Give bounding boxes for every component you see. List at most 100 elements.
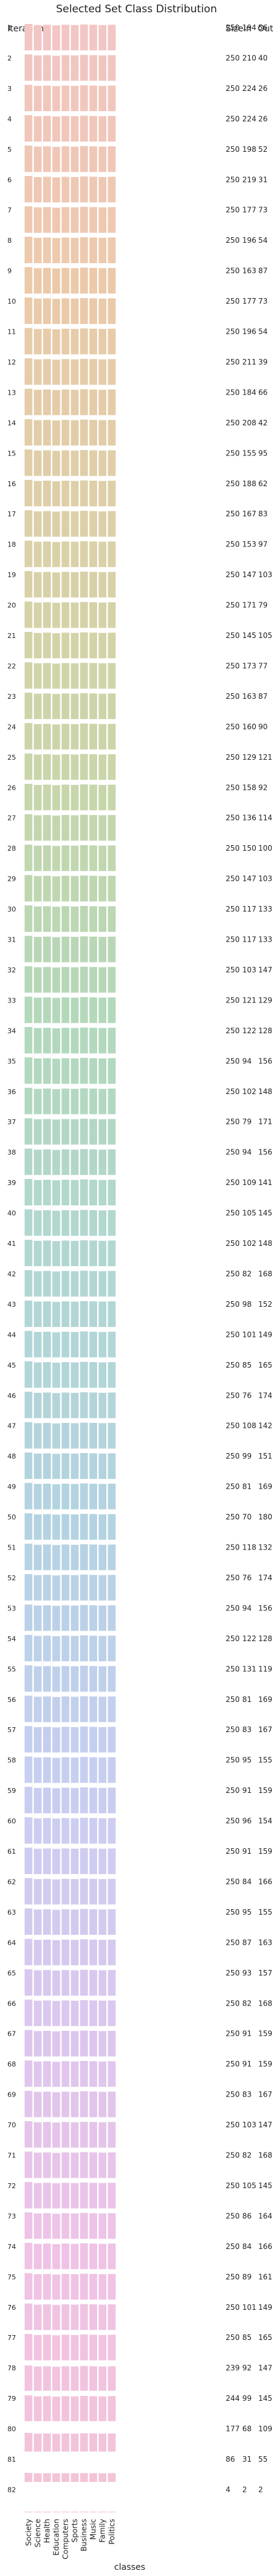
class-bar: [71, 2473, 79, 2482]
class-bar: [108, 2091, 116, 2117]
class-bar: [25, 1513, 33, 1540]
out-value: 152: [258, 1300, 272, 1309]
x-tick-labels: Society Science Health Education Computers Sp…: [24, 2519, 116, 2559]
iteration-label: 12: [7, 358, 16, 366]
class-bar: [71, 602, 79, 628]
class-bar: [25, 115, 33, 142]
size-value: 250: [226, 1634, 240, 1643]
iteration-row: 22 250 173 77: [7, 661, 267, 689]
iteration-label: 3: [7, 85, 12, 93]
iteration-row: 7 250 177 73: [7, 206, 267, 233]
class-bar: [61, 1636, 69, 1661]
class-bar: [71, 1089, 79, 1114]
class-bar: [108, 1909, 116, 1935]
class-bar: [52, 238, 60, 264]
class-bar: [89, 85, 97, 111]
out-value: 40: [258, 53, 267, 62]
class-bar: [61, 2091, 69, 2117]
class-bar: [80, 2030, 88, 2057]
in-value: 153: [242, 540, 256, 549]
out-value: 119: [258, 1664, 272, 1673]
class-bar: [25, 267, 33, 294]
x-tick-label: Sports: [71, 2519, 79, 2542]
in-value: 101: [242, 1330, 256, 1339]
class-bar: [61, 2030, 69, 2057]
class-bar: [71, 2243, 79, 2269]
class-bar: [61, 1544, 69, 1570]
class-bar: [34, 237, 42, 264]
class-bar: [34, 390, 42, 416]
class-bar: [89, 784, 97, 811]
class-bar: [61, 1909, 69, 1935]
class-bar: [108, 116, 116, 142]
size-value: 250: [226, 23, 240, 32]
class-bar: [80, 1240, 88, 1266]
class-bar: [52, 268, 60, 294]
class-bar: [25, 1999, 33, 2027]
class-bar: [89, 936, 97, 963]
class-bar: [89, 2000, 97, 2027]
iteration-label: 81: [7, 2456, 16, 2464]
class-bar: [80, 723, 88, 750]
class-bar: [71, 298, 79, 325]
class-bar: [71, 2396, 79, 2422]
class-bar: [80, 814, 88, 841]
size-value: 244: [226, 2394, 240, 2403]
class-bar: [61, 2213, 69, 2239]
class-bar: [61, 1301, 69, 1327]
class-bar: [80, 1666, 88, 1692]
class-bar: [34, 1301, 42, 1327]
class-bar: [89, 814, 97, 841]
class-bar: [98, 1514, 106, 1540]
in-value: 86: [242, 2212, 251, 2220]
class-bar: [89, 1483, 97, 1510]
class-bar: [98, 1271, 106, 1297]
in-value: 81: [242, 1483, 251, 1491]
class-bar: [71, 1423, 79, 1449]
class-bar: [52, 1028, 60, 1054]
class-bar: [25, 2433, 33, 2452]
class-bar: [108, 541, 116, 567]
class-bar: [71, 1757, 79, 1783]
class-bar: [98, 2213, 106, 2239]
class-bar: [25, 297, 33, 325]
class-bar: [34, 632, 42, 658]
class-bar: [34, 1392, 42, 1419]
class-bar: [98, 1696, 106, 1722]
size-value: 250: [226, 2030, 240, 2038]
class-bar: [61, 1939, 69, 1966]
class-bar: [34, 1696, 42, 1722]
class-bar: [108, 2473, 116, 2482]
class-bar: [25, 54, 33, 81]
class-bar: [34, 1545, 42, 1570]
iteration-row: 27 250 136 114: [7, 814, 272, 841]
iteration-label: 57: [7, 1726, 16, 1734]
size-value: 250: [226, 1513, 240, 1521]
class-bar: [34, 2031, 42, 2057]
class-bar: [108, 2213, 116, 2239]
size-value: 250: [226, 783, 240, 792]
iteration-label: 34: [7, 1027, 16, 1035]
out-value: 54: [258, 236, 267, 245]
class-bar: [61, 1878, 69, 1905]
class-bar: [61, 1453, 69, 1479]
class-bar: [98, 2366, 106, 2391]
out-value: 145: [258, 1209, 272, 1218]
class-bar: [71, 1787, 79, 1814]
out-value: 87: [258, 692, 267, 701]
class-bar: [61, 176, 69, 203]
class-bar: [89, 420, 97, 446]
class-bar: [108, 85, 116, 111]
class-bar: [98, 1392, 106, 1419]
iteration-row: 44 250 101 149: [7, 1330, 272, 1358]
iteration-row: 78 239 92 147: [7, 2364, 272, 2391]
class-bar: [89, 632, 97, 658]
iteration-row: 31 250 117 133: [7, 935, 272, 963]
class-bar: [52, 451, 60, 476]
class-bar: [43, 85, 51, 111]
class-bar: [71, 1484, 79, 1510]
size-value: 250: [226, 814, 240, 822]
class-bar: [52, 1788, 60, 1814]
class-bar: [89, 1240, 97, 1266]
out-value: 147: [258, 2121, 272, 2129]
